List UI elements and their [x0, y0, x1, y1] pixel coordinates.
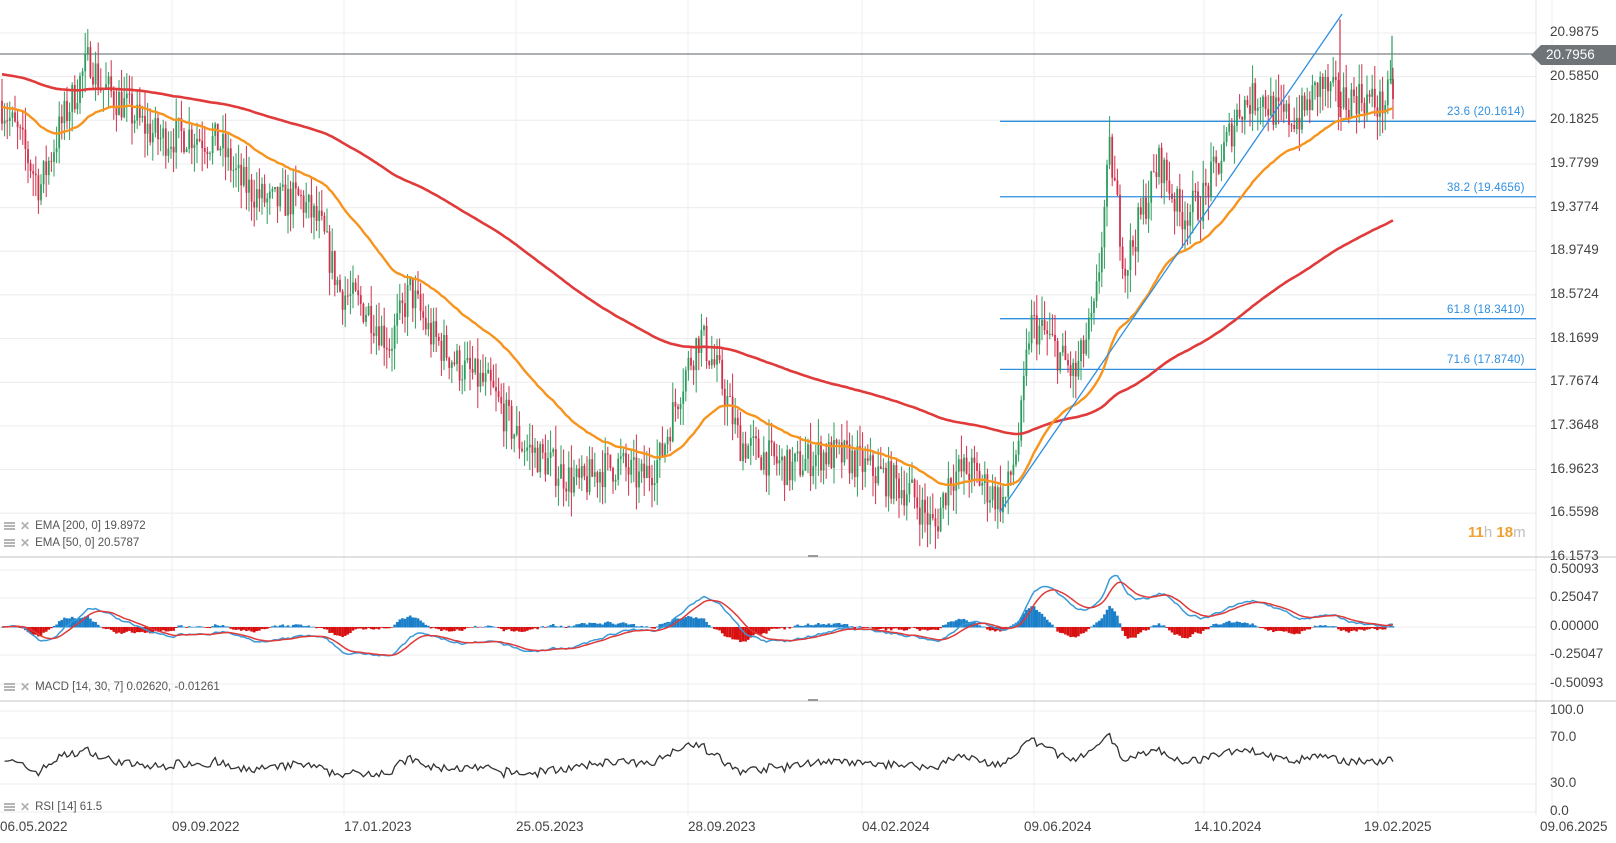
rsi-axis-tick: 100.0: [1550, 702, 1584, 717]
rsi-axis-tick: 30.0: [1550, 775, 1577, 790]
close-icon[interactable]: ✕: [20, 536, 31, 550]
legend-ema200-text: EMA [200, 0] 19.8972: [35, 520, 146, 532]
legend-ema200: ✕ EMA [200, 0] 19.8972: [4, 519, 146, 533]
price-axis-tick: 16.5598: [1550, 504, 1599, 520]
legend-macd: ✕ MACD [14, 30, 7] 0.02620, -0.01261: [4, 680, 220, 694]
countdown-h-unit: h: [1483, 524, 1493, 541]
price-axis-tick: 20.9875: [1550, 24, 1599, 39]
legend-macd-text: MACD [14, 30, 7] 0.02620, -0.01261: [35, 681, 220, 693]
trend-line[interactable]: [999, 13, 1343, 513]
macd-axis-tick: 0.25047: [1550, 589, 1599, 604]
price-axis-tick: 17.7674: [1550, 373, 1599, 389]
legend-rsi: ✕ RSI [14] 61.5: [4, 800, 102, 814]
macd-axis-tick: -0.25047: [1550, 646, 1604, 661]
rsi-pane: [4, 732, 1394, 780]
date-tick: 09.06.2025: [1540, 819, 1608, 834]
macd-axis-tick: 0.00000: [1550, 618, 1599, 633]
countdown-m-unit: m: [1513, 524, 1526, 541]
settings-lines-icon[interactable]: [4, 802, 15, 812]
legend-ema50: ✕ EMA [50, 0] 20.5787: [4, 536, 139, 550]
price-axis-tick: 16.9623: [1550, 460, 1599, 476]
ema-lines: [1, 72, 1394, 487]
date-tick: 14.10.2024: [1194, 819, 1262, 834]
date-tick: 06.05.2022: [0, 819, 68, 834]
candle-countdown: 11h 18m: [1468, 524, 1526, 541]
close-icon[interactable]: ✕: [20, 680, 31, 694]
price-axis-tick: 16.1573: [1550, 547, 1599, 563]
fib-label-61-8: 61.8 (18.3410): [1447, 304, 1525, 316]
fib-label-71-6: 71.6 (17.8740): [1447, 354, 1525, 366]
rsi-axis-tick: 0.0: [1550, 803, 1569, 818]
price-axis-tick: 20.5850: [1550, 67, 1599, 83]
price-axis-tick: 19.7799: [1550, 154, 1599, 170]
settings-lines-icon[interactable]: [4, 538, 15, 548]
date-tick: 04.02.2024: [862, 819, 930, 834]
fib-label-23-6: 23.6 (20.1614): [1447, 106, 1525, 118]
price-candles: [1, 19, 1394, 549]
fib-label-38-2: 38.2 (19.4656): [1447, 182, 1525, 194]
macd-pane: [0, 574, 1395, 657]
date-tick: 09.09.2022: [172, 819, 240, 834]
price-axis-tick: 19.3774: [1550, 198, 1599, 214]
legend-ema50-text: EMA [50, 0] 20.5787: [35, 537, 140, 549]
price-axis-tick: 18.1699: [1550, 329, 1599, 345]
price-axis-tick: 17.3648: [1550, 416, 1599, 432]
settings-lines-icon[interactable]: [4, 521, 15, 531]
date-tick: 17.01.2023: [344, 819, 412, 834]
fibonacci-lines[interactable]: [1000, 120, 1536, 371]
countdown-minutes: 18: [1496, 524, 1514, 541]
close-icon[interactable]: ✕: [20, 519, 31, 533]
legend-rsi-text: RSI [14] 61.5: [35, 801, 103, 813]
current-price-tag: 20.7956: [1531, 45, 1616, 65]
date-tick: 19.02.2025: [1364, 819, 1432, 834]
settings-lines-icon[interactable]: [4, 682, 15, 692]
countdown-hours: 11: [1468, 524, 1484, 541]
rsi-axis-tick: 70.0: [1550, 729, 1577, 744]
grid-lines: [0, 0, 1553, 815]
pane-separators[interactable]: [0, 555, 1616, 702]
price-axis-tick: 18.9749: [1550, 242, 1599, 258]
date-tick: 25.05.2023: [516, 819, 584, 834]
close-icon[interactable]: ✕: [20, 800, 31, 814]
date-tick: 28.09.2023: [688, 819, 756, 834]
price-axis-tick: 18.5724: [1550, 285, 1599, 301]
price-axis-tick: 20.1825: [1550, 111, 1599, 127]
macd-axis-tick: -0.50093: [1550, 675, 1604, 690]
date-tick: 09.06.2024: [1024, 819, 1092, 834]
macd-axis-tick: 0.50093: [1550, 561, 1599, 576]
